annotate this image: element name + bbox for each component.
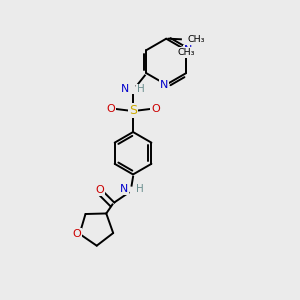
Text: CH₃: CH₃: [177, 48, 195, 57]
Text: N: N: [184, 45, 192, 55]
Text: O: O: [73, 229, 82, 239]
Text: N: N: [160, 80, 168, 90]
Text: O: O: [106, 104, 115, 114]
Text: S: S: [129, 104, 137, 117]
Text: H: H: [137, 84, 145, 94]
Text: H: H: [136, 184, 143, 194]
Text: O: O: [151, 104, 160, 114]
Text: CH₃: CH₃: [188, 35, 206, 44]
Text: N: N: [121, 84, 129, 94]
Text: O: O: [95, 185, 104, 195]
Text: N: N: [120, 184, 128, 194]
